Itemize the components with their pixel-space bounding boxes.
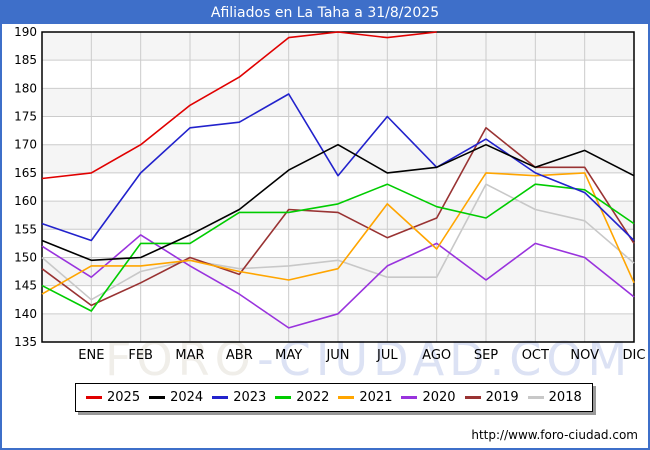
x-tick-label: FEB [128,348,153,363]
series-line-2020 [41,234,635,329]
y-tick-label: 155 [14,222,37,236]
legend-label-2018: 2018 [548,390,582,405]
chart-title: Afiliados en La Taha a 31/8/2025 [210,5,440,21]
legend-label-2019: 2019 [485,390,519,405]
legend-swatch-2023 [212,396,229,399]
watermark: FORO-CIUDAD.COM [105,332,632,386]
x-tick-label: SEP [474,348,498,363]
y-tick-label: 185 [14,53,37,67]
legend-item-2021: 2021 [338,390,392,405]
legend-swatch-2021 [338,396,355,399]
legend-item-2019: 2019 [464,390,519,405]
x-tick-label: OCT [522,348,549,363]
legend-item-2018: 2018 [527,390,582,405]
legend-item-2022: 2022 [275,390,329,405]
legend-item-2024: 2024 [149,390,203,405]
legend-swatch-2024 [149,396,166,399]
x-tick-label: ENE [78,348,104,363]
legend-label-2021: 2021 [359,390,393,405]
legend-swatch-2025 [86,396,102,399]
x-tick-label: JUL [376,348,398,363]
legend-swatch-2018 [527,396,544,399]
x-tick-label: JUN [325,348,349,363]
series-line-2018 [41,183,635,301]
legend-swatch-2020 [401,396,418,399]
y-tick-label: 170 [14,138,37,152]
series-line-2023 [41,93,635,242]
y-tick-label: 150 [14,250,37,264]
x-tick-label: MAR [175,348,204,363]
x-tick-label: DIC [623,348,646,363]
legend-item-2025: 2025 [86,390,140,405]
legend-label-2024: 2024 [170,390,204,405]
series-line-2024 [41,143,635,262]
legend-swatch-2022 [275,396,292,399]
legend-swatch-2019 [464,396,481,399]
y-tick-label: 180 [14,81,37,95]
title-bar: Afiliados en La Taha a 31/8/2025 [2,2,648,24]
legend-label-2025: 2025 [107,390,141,405]
series-line-2021 [41,172,635,295]
series-line-2022 [41,183,635,312]
legend-label-2022: 2022 [296,390,330,405]
x-tick-label: AGO [422,348,451,363]
y-tick-label: 160 [14,194,37,208]
y-tick-label: 140 [14,307,37,321]
y-tick-label: 135 [14,335,37,349]
legend: 2025 2024 2023 2022 2021 2020 2019 2018 [75,383,593,412]
y-tick-label: 175 [14,110,37,124]
legend-item-2023: 2023 [212,390,266,405]
legend-item-2020: 2020 [401,390,456,405]
footer-url: http://www.foro-ciudad.com [471,428,638,442]
series-line-2025 [41,31,437,180]
legend-label-2020: 2020 [422,390,456,405]
x-tick-label: MAY [275,348,302,363]
legend-label-2023: 2023 [233,390,267,405]
y-tick-label: 165 [14,166,37,180]
x-tick-label: ABR [226,348,253,363]
y-tick-label: 145 [14,279,37,293]
x-tick-label: NOV [570,348,599,363]
y-tick-label: 190 [14,25,37,39]
